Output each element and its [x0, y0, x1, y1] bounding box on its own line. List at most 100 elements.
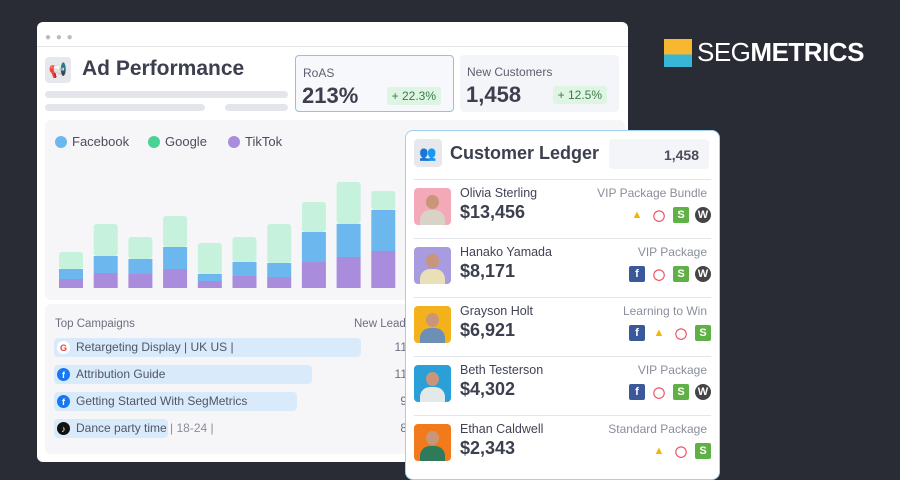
wordpress-icon: W: [695, 384, 711, 400]
stat-card-new-customers[interactable]: New Customers 1,458 + 12.5%: [460, 55, 619, 112]
campaign-row[interactable]: f Getting Started With SegMetrics: [54, 392, 297, 411]
shopify-icon: S: [695, 325, 711, 341]
customer-row[interactable]: Beth Testerson $4,302 VIP Package f ◯ S W: [414, 356, 711, 415]
avatar: [414, 188, 451, 225]
ring-logo-icon: ◯: [652, 268, 666, 281]
campaign-row[interactable]: f Attribution Guide: [54, 365, 312, 384]
bar-facebook-5: [197, 274, 222, 281]
shopify-icon: S: [673, 207, 689, 223]
bar-google-5: [197, 243, 222, 274]
google-ads-icon: ▲: [631, 209, 643, 221]
facebook-icon: f: [57, 368, 70, 381]
customer-ledger-card: 👥 Customer Ledger 1,458 Olivia Sterling …: [405, 130, 720, 480]
bar-tiktok-4: [163, 269, 188, 288]
bar-google-1: [59, 252, 83, 269]
customer-name: Olivia Sterling: [460, 186, 538, 200]
campaign-name: Attribution Guide: [76, 367, 166, 381]
legend-tiktok[interactable]: TikTok: [228, 134, 282, 149]
bar-facebook-6: [232, 262, 257, 276]
customer-name: Hanako Yamada: [460, 245, 552, 259]
segmetrics-logo: SEGMETRICS: [664, 37, 864, 68]
bar-tiktok-5: [197, 281, 222, 288]
bar-tiktok-7: [267, 277, 292, 288]
facebook-icon: f: [629, 325, 645, 341]
stat-change-badge: + 12.5%: [552, 86, 607, 104]
logo-text-light: SEG: [697, 37, 751, 67]
customer-amount: $13,456: [460, 202, 526, 222]
placeholder-line: [225, 104, 288, 111]
bar-google-2: [93, 224, 118, 256]
bar-facebook-7: [267, 263, 292, 277]
facebook-icon: f: [629, 384, 645, 400]
bar-google-3: [128, 237, 153, 259]
customer-name: Beth Testerson: [460, 363, 544, 377]
wordpress-icon: W: [695, 266, 711, 282]
bar-tiktok-10: [371, 251, 396, 288]
bar-google-4: [163, 216, 188, 247]
customer-name: Grayson Holt: [460, 304, 533, 318]
customer-package: VIP Package: [637, 245, 707, 259]
customer-row[interactable]: Hanako Yamada $8,171 VIP Package f ◯ S W: [414, 238, 711, 297]
avatar: [414, 306, 451, 343]
chart-plot: [59, 182, 396, 288]
legend-swatch: [228, 135, 240, 148]
customer-amount: $8,171: [460, 261, 516, 281]
campaign-row[interactable]: ♪ Dance party time | 18-24 |: [54, 419, 214, 438]
integration-icons: f ▲ ◯ S: [629, 325, 711, 341]
stat-label: New Customers: [467, 65, 553, 79]
bar-tiktok-8: [301, 262, 326, 288]
ring-logo-icon: ◯: [674, 445, 688, 458]
legend-facebook[interactable]: Facebook: [55, 134, 129, 149]
bar-tiktok-2: [93, 273, 118, 288]
legend-swatch: [148, 135, 160, 148]
bar-google-6: [232, 237, 257, 262]
legend-label: Google: [165, 134, 207, 149]
logo-text-bold: METRICS: [750, 37, 864, 67]
customer-amount: $2,343: [460, 438, 516, 458]
segmetrics-logo-icon: [664, 38, 692, 67]
campaign-row[interactable]: G Retargeting Display | UK US |: [54, 338, 361, 357]
legend-label: Facebook: [72, 134, 130, 149]
ring-logo-icon: ◯: [674, 327, 688, 340]
campaign-new-leads: 9: [400, 394, 407, 408]
legend-swatch: [55, 135, 67, 148]
shopify-icon: S: [673, 266, 689, 282]
customer-package: Learning to Win: [622, 304, 707, 318]
ledger-title: Customer Ledger: [450, 143, 600, 163]
bar-tiktok-3: [128, 274, 153, 288]
customer-package: VIP Package: [637, 363, 707, 377]
avatar: [414, 247, 451, 284]
avatar: [414, 365, 451, 402]
customer-row[interactable]: Olivia Sterling $13,456 VIP Package Bund…: [414, 179, 711, 238]
legend-google[interactable]: Google: [148, 134, 207, 149]
bar-tiktok-9: [336, 257, 361, 288]
customer-name: Ethan Caldwell: [460, 422, 544, 436]
campaign-new-leads: 11: [394, 367, 407, 381]
stat-change-badge: + 22.3%: [386, 87, 441, 105]
bar-facebook-1: [59, 269, 83, 279]
bar-google-10: [371, 191, 396, 210]
bar-facebook-3: [128, 259, 153, 274]
ring-logo-icon: ◯: [652, 209, 666, 222]
column-header-campaign: Top Campaigns: [55, 318, 135, 330]
bar-facebook-10: [371, 210, 396, 251]
bar-tiktok-1: [59, 279, 83, 288]
bar-facebook-4: [163, 247, 188, 269]
google-ads-icon: ▲: [653, 327, 665, 339]
customer-package: VIP Package Bundle: [597, 186, 707, 200]
bar-facebook-8: [301, 232, 326, 262]
campaign-name: Getting Started With SegMetrics: [76, 394, 248, 408]
customer-row[interactable]: Grayson Holt $6,921 Learning to Win f ▲ ◯ S: [414, 297, 711, 356]
campaign-name: Dance party time | 18-24 |: [76, 421, 214, 435]
tiktok-icon: ♪: [57, 422, 70, 435]
integration-icons: f ◯ S W: [629, 266, 711, 282]
stat-value: 1,458: [466, 82, 522, 107]
legend-label: TikTok: [245, 134, 283, 149]
customer-package: Standard Package: [608, 422, 707, 436]
google-ads-icon: ▲: [653, 445, 665, 457]
integration-icons: ▲ ◯ S W: [629, 207, 711, 223]
stat-card-roas[interactable]: RoAS 213% + 22.3%: [295, 55, 454, 112]
ad-performance-window: ● ● ● 📢 Ad Performance RoAS 213% + 22.3%…: [37, 22, 628, 462]
stat-value: 213%: [302, 83, 359, 108]
customer-row[interactable]: Ethan Caldwell $2,343 Standard Package ▲…: [414, 415, 711, 474]
